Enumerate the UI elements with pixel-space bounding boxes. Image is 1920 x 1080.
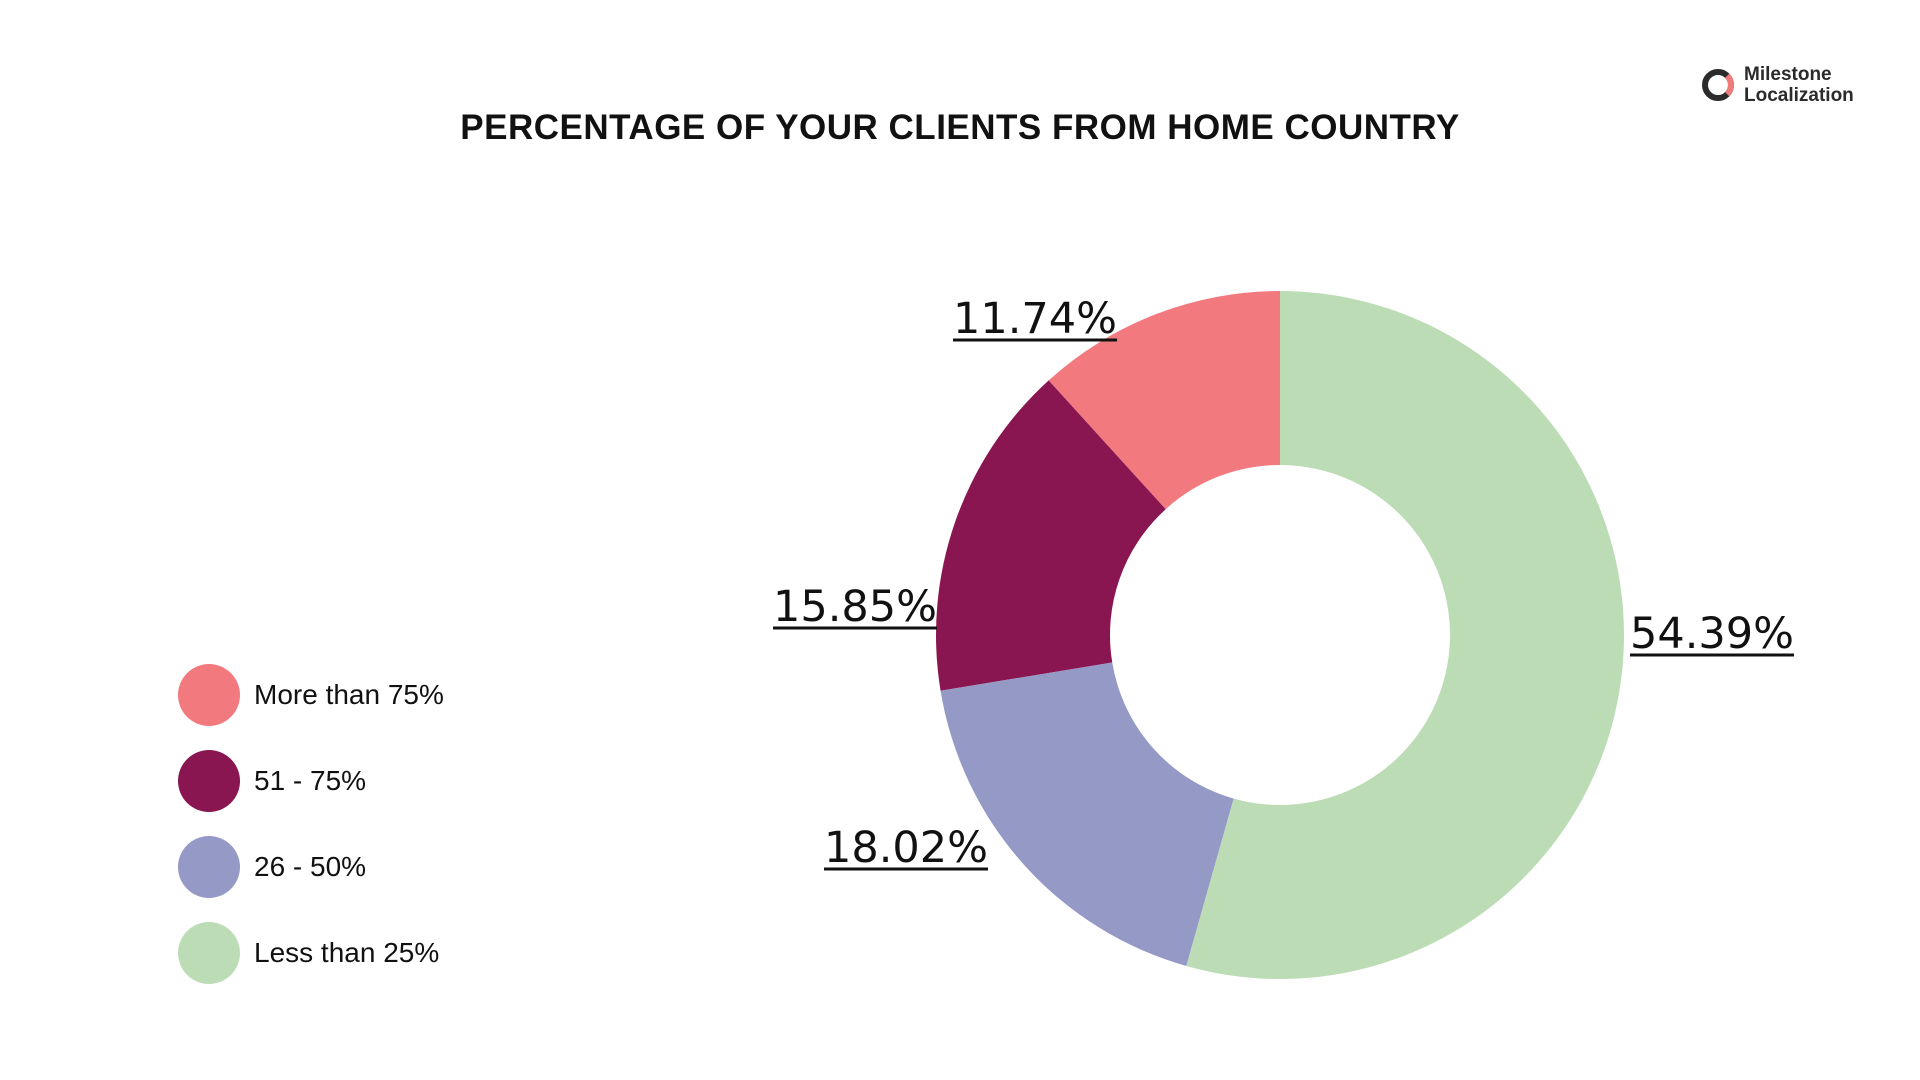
- slice-value-label: 18.02%: [824, 823, 988, 873]
- legend-swatch: [178, 664, 240, 726]
- donut-slice: [935, 380, 1166, 691]
- chart-title: PERCENTAGE OF YOUR CLIENTS FROM HOME COU…: [460, 108, 1460, 147]
- logo-text-line1: Milestone: [1744, 64, 1832, 85]
- donut-slice: [940, 662, 1234, 966]
- legend-item: Less than 25%: [178, 921, 444, 985]
- chart-legend: More than 75% 51 - 75% 26 - 50% Less tha…: [178, 663, 444, 1007]
- slice-value-label: 15.85%: [773, 582, 937, 632]
- legend-item: More than 75%: [178, 663, 444, 727]
- legend-swatch: [178, 922, 240, 984]
- legend-item: 51 - 75%: [178, 749, 444, 813]
- legend-label: More than 75%: [254, 679, 444, 710]
- donut-slice: [1048, 291, 1280, 510]
- slice-value-label: 11.74%: [953, 294, 1117, 344]
- legend-item: 26 - 50%: [178, 835, 444, 899]
- legend-label: 51 - 75%: [254, 765, 367, 796]
- legend-swatch: [178, 836, 240, 898]
- logo-text-line2: Localization: [1744, 85, 1854, 106]
- logo-ring-icon: [1702, 69, 1734, 101]
- legend-label: 26 - 50%: [254, 851, 367, 882]
- donut-slice: [1186, 291, 1624, 979]
- brand-logo: Milestone Localization: [1700, 64, 1854, 106]
- slice-value-label: 54.39%: [1630, 609, 1794, 659]
- legend-label: Less than 25%: [254, 937, 440, 968]
- legend-swatch: [178, 750, 240, 812]
